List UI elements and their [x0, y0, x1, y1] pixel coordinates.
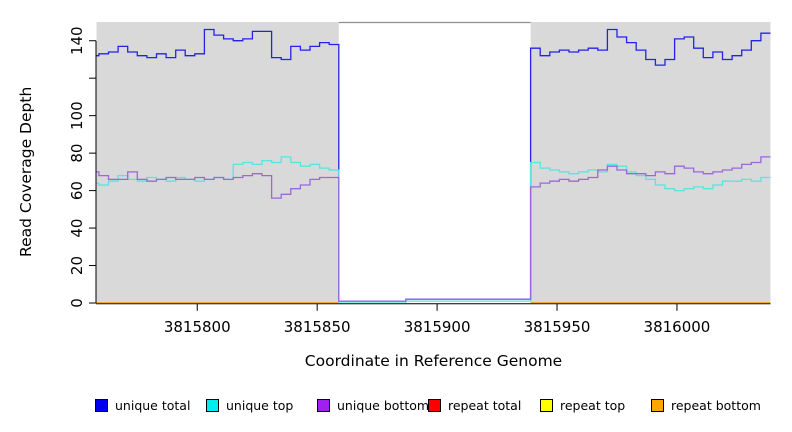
legend-label-unique-bottom: unique bottom [337, 398, 430, 413]
legend-item-unique-total: unique total [95, 398, 190, 413]
legend-swatch-repeat-total [428, 399, 441, 412]
legend-item-unique-top: unique top [206, 398, 293, 413]
x-tick-label: 3815850 [284, 318, 351, 336]
legend-swatch-unique-total [95, 399, 108, 412]
legend-label-repeat-top: repeat top [560, 398, 626, 413]
legend-swatch-unique-bottom [317, 399, 330, 412]
y-tick-label: 40 [68, 219, 86, 238]
y-tick-label: 80 [68, 144, 86, 163]
legend-swatch-repeat-bottom [651, 399, 664, 412]
legend-label-unique-top: unique top [226, 398, 294, 413]
y-tick-label: 20 [68, 256, 86, 275]
y-tick-label: 140 [68, 26, 86, 55]
y-tick-label: 0 [68, 298, 86, 308]
y-tick-label: 100 [68, 101, 86, 130]
zero-coverage-gap [338, 22, 531, 303]
legend-swatch-unique-top [206, 399, 219, 412]
legend-item-repeat-top: repeat top [540, 398, 625, 413]
y-tick-label: 60 [68, 181, 86, 200]
legend-label-repeat-bottom: repeat bottom [671, 398, 761, 413]
legend-swatch-repeat-top [540, 399, 553, 412]
legend-label-unique-total: unique total [115, 398, 191, 413]
x-tick-label: 3815800 [164, 318, 231, 336]
legend-item-unique-bottom: unique bottom [317, 398, 429, 413]
legend-item-repeat-bottom: repeat bottom [651, 398, 761, 413]
legend-label-repeat-total: repeat total [448, 398, 522, 413]
x-tick-label: 3815950 [524, 318, 591, 336]
coverage-chart: 3815800 3815850 3815900 3815950 3816000 0 20 40… [17, 21, 771, 370]
series-line-unique-bottom [96, 156, 771, 302]
y-axis-title: Read Coverage Depth [17, 87, 35, 257]
x-tick-label: 3816000 [644, 318, 711, 336]
legend-item-repeat-total: repeat total [428, 398, 521, 413]
x-axis-title: Coordinate in Reference Genome [305, 352, 562, 370]
x-tick-label: 3815900 [404, 318, 471, 336]
